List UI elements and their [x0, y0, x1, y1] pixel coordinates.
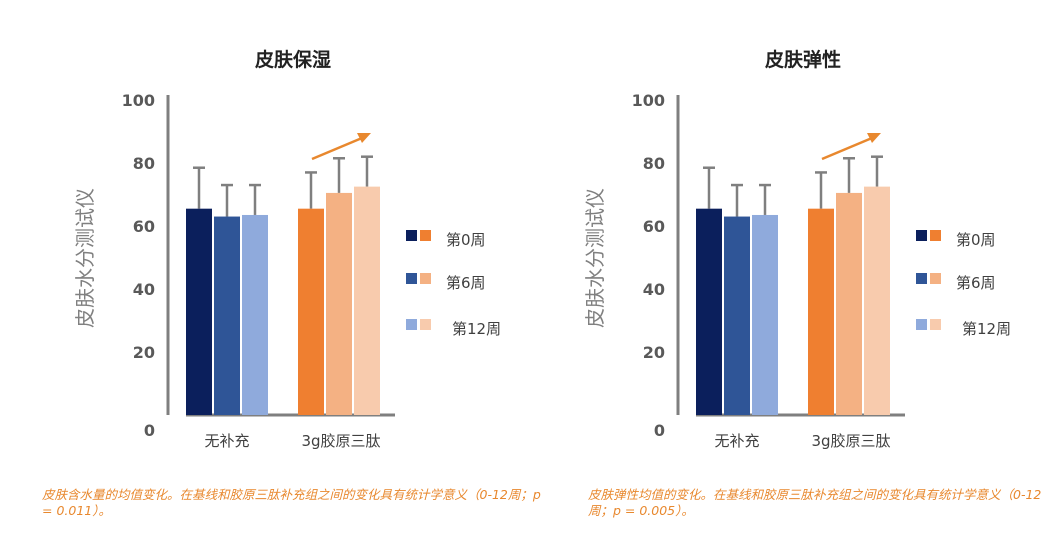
moisture-bar [354, 186, 380, 415]
elasticity-trend-arrowhead [867, 133, 881, 143]
moisture-legend-swatch [406, 319, 417, 330]
elasticity-y-tick-label: 20 [643, 343, 665, 362]
elasticity-x-tick-label: 3g胶原三肽 [811, 432, 890, 450]
moisture-caption: 皮肤含水量的均值变化。在基线和胶原三肽补充组之间的变化具有统计学意义（0-12周… [42, 487, 541, 518]
elasticity-legend-label: 第6周 [956, 274, 996, 292]
elasticity-bar [836, 192, 862, 415]
moisture-y-tick-label: 40 [133, 280, 155, 299]
moisture-bar [214, 216, 240, 415]
elasticity-legend-swatch [916, 273, 927, 284]
elasticity-legend-label: 第12周 [962, 320, 1011, 338]
moisture-trend-arrowhead [357, 133, 371, 143]
moisture-y-tick-label: 0 [144, 421, 155, 440]
elasticity-y-tick-label: 40 [643, 280, 665, 299]
elasticity-legend-swatch [930, 319, 941, 330]
moisture-legend-swatch [406, 273, 417, 284]
elasticity-x-tick-label: 无补充 [714, 432, 759, 450]
elasticity-legend-label: 第0周 [956, 231, 996, 249]
moisture-trend-arrow [311, 136, 363, 161]
elasticity-legend-swatch [916, 230, 927, 241]
moisture-legend-label: 第6周 [446, 274, 486, 292]
moisture-legend-swatch [420, 319, 431, 330]
moisture-bar [298, 208, 324, 415]
moisture-ylabel: 皮肤水分测试仪 [73, 188, 97, 328]
moisture-bar [186, 208, 212, 415]
elasticity-bar [808, 208, 834, 415]
elasticity-caption: 皮肤弹性均值的变化。在基线和胶原三肽补充组之间的变化具有统计学意义（0-12周；… [588, 487, 1042, 518]
elasticity-title: 皮肤弹性 [765, 48, 841, 71]
elasticity-legend-swatch [930, 273, 941, 284]
moisture-bar [242, 214, 268, 415]
moisture-legend-label: 第0周 [446, 231, 486, 249]
elasticity-legend-swatch [930, 230, 941, 241]
moisture-y-tick-label: 100 [122, 91, 155, 110]
moisture-y-tick-label: 80 [133, 154, 155, 173]
moisture-title: 皮肤保湿 [255, 48, 331, 71]
moisture-x-tick-label: 3g胶原三肽 [301, 432, 380, 450]
moisture-bar [326, 192, 352, 415]
elasticity-y-tick-label: 100 [632, 91, 665, 110]
elasticity-trend-arrow [821, 136, 873, 161]
elasticity-bar [752, 214, 778, 415]
moisture-legend-label: 第12周 [452, 320, 501, 338]
elasticity-ylabel: 皮肤水分测试仪 [583, 188, 607, 328]
moisture-legend-swatch [420, 273, 431, 284]
moisture-y-tick-label: 20 [133, 343, 155, 362]
elasticity-y-tick-label: 80 [643, 154, 665, 173]
moisture-legend-swatch [406, 230, 417, 241]
elasticity-bar [724, 216, 750, 415]
elasticity-y-tick-label: 0 [654, 421, 665, 440]
moisture-legend-swatch [420, 230, 431, 241]
moisture-x-tick-label: 无补充 [204, 432, 249, 450]
elasticity-y-tick-label: 60 [643, 217, 665, 236]
moisture-y-tick-label: 60 [133, 217, 155, 236]
elasticity-legend-swatch [916, 319, 927, 330]
elasticity-bar [864, 186, 890, 415]
elasticity-bar [696, 208, 722, 415]
